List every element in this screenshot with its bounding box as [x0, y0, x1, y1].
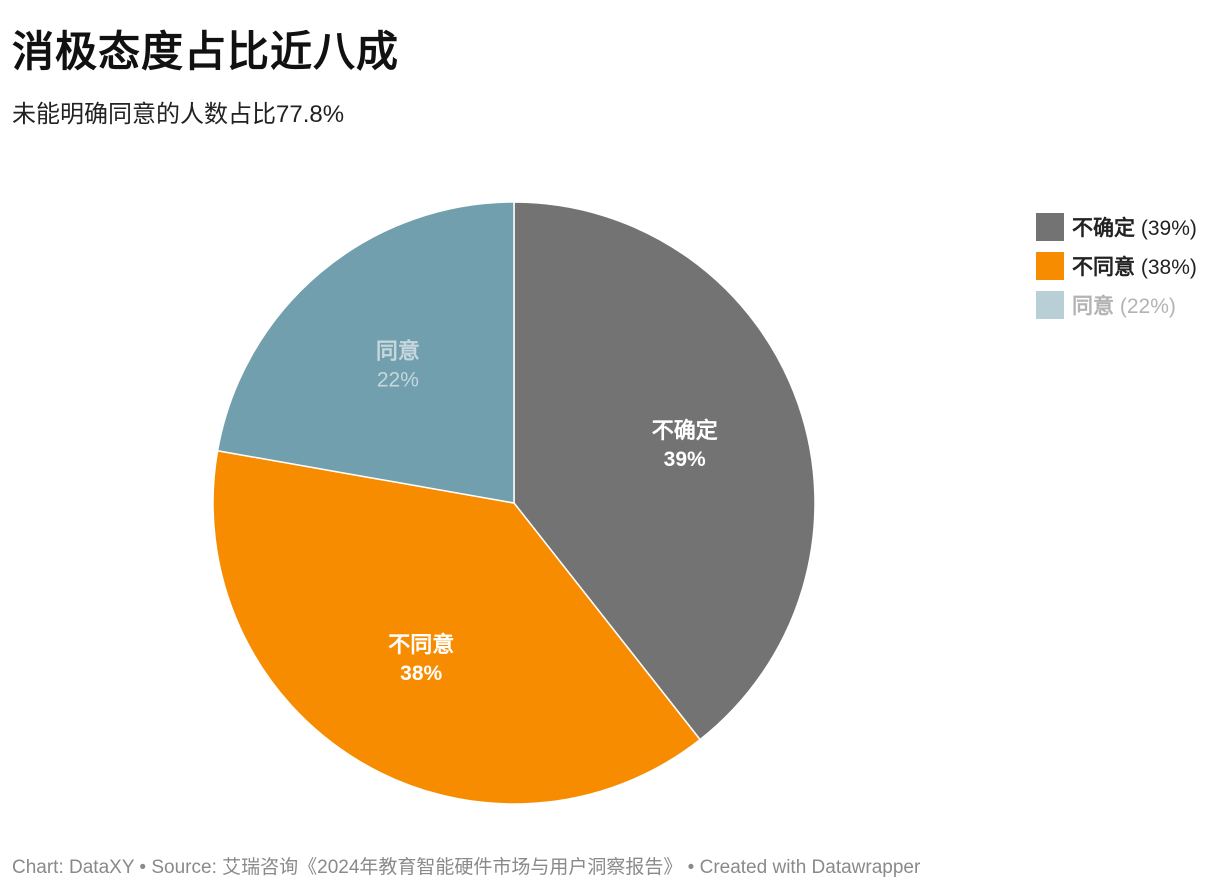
legend-text-uncertain: 不确定 (39%) — [1072, 212, 1197, 242]
legend: 不确定 (39%) 不同意 (38%) 同意 (22%) — [1036, 212, 1197, 329]
legend-swatch-uncertain — [1036, 213, 1064, 241]
legend-label-agree: 同意 — [1072, 295, 1114, 318]
chart-footer: Chart: DataXY • Source: 艾瑞咨询《2024年教育智能硬件… — [12, 857, 921, 878]
legend-label-disagree: 不同意 — [1072, 256, 1135, 279]
slice-label-disagree: 不同意 — [388, 632, 454, 657]
legend-item-disagree: 不同意 (38%) — [1036, 251, 1197, 281]
legend-item-uncertain: 不确定 (39%) — [1036, 212, 1197, 242]
slice-label-uncertain: 不确定 — [652, 418, 718, 443]
pie-labels: 不确定 39% 不同意 38% 同意 22% — [376, 339, 718, 685]
legend-swatch-disagree — [1036, 252, 1064, 280]
pie-slices — [212, 201, 816, 805]
chart-subtitle: 未能明确同意的人数占比77.8% — [12, 101, 345, 128]
slice-value-disagree: 38% — [400, 662, 442, 685]
slice-label-agree: 同意 — [376, 339, 420, 364]
legend-swatch-agree — [1036, 291, 1064, 319]
pie-slice-uncertain — [513, 201, 816, 741]
pie-slice-agree — [216, 201, 515, 504]
legend-text-agree: 同意 (22%) — [1072, 290, 1176, 320]
slice-value-uncertain: 39% — [664, 448, 706, 471]
legend-item-agree: 同意 (22%) — [1036, 290, 1197, 320]
legend-percent-disagree: (38%) — [1140, 256, 1197, 279]
pie-slice-disagree — [212, 449, 702, 805]
legend-text-disagree: 不同意 (38%) — [1072, 251, 1197, 281]
legend-label-uncertain: 不确定 — [1072, 217, 1135, 240]
chart-title: 消极态度占比近八成 — [12, 28, 400, 75]
slice-value-agree: 22% — [377, 369, 419, 392]
legend-percent-uncertain: (39%) — [1140, 217, 1197, 240]
legend-percent-agree: (22%) — [1119, 295, 1176, 318]
